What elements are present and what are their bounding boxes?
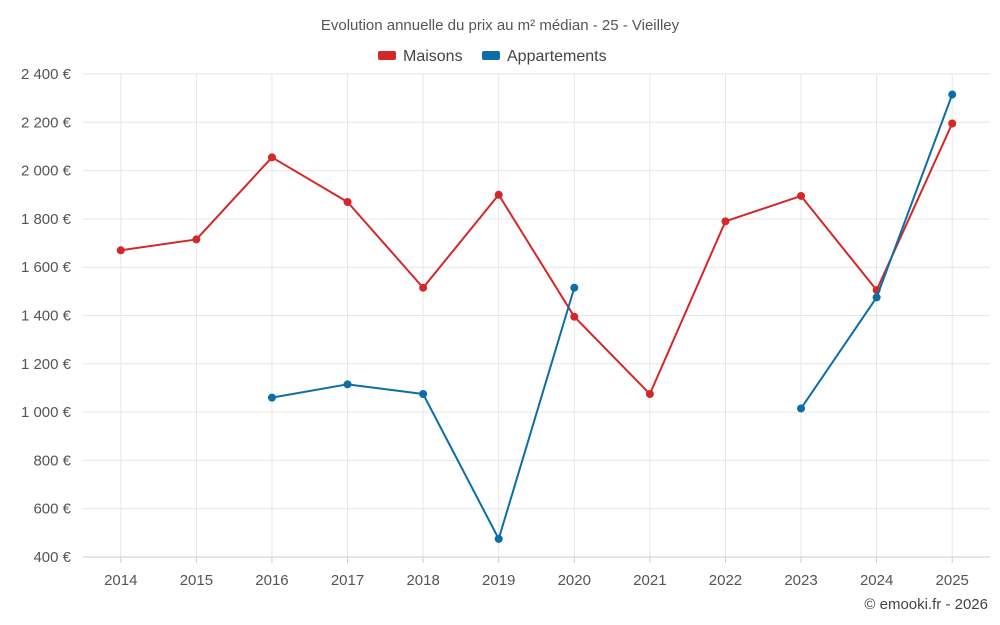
x-tick-label: 2023 (784, 572, 817, 589)
data-point-maisons[interactable] (570, 312, 579, 321)
data-point-maisons[interactable] (721, 217, 730, 226)
data-point-maisons[interactable] (494, 190, 503, 199)
chart-title: Evolution annuelle du prix au m² médian … (321, 17, 680, 34)
grid (83, 73, 990, 558)
data-point-maisons[interactable] (192, 235, 201, 244)
series-maisons (116, 119, 957, 398)
data-point-appartements[interactable] (494, 534, 503, 543)
x-tick-label: 2020 (558, 572, 591, 589)
x-tick-label: 2022 (709, 572, 742, 589)
x-tick-label: 2017 (331, 572, 364, 589)
x-tick-label: 2025 (936, 572, 969, 589)
y-tick-label: 1 200 € (21, 356, 72, 373)
x-tick-label: 2024 (860, 572, 893, 589)
y-tick-label: 2 000 € (21, 163, 72, 180)
data-point-maisons[interactable] (267, 153, 276, 162)
y-tick-label: 2 400 € (21, 66, 72, 83)
x-tick-label: 2021 (633, 572, 666, 589)
legend-item-appartements[interactable]: Appartements (482, 48, 607, 65)
series-appartements (267, 90, 957, 543)
data-point-maisons[interactable] (116, 246, 125, 255)
legend-swatch-maisons (378, 51, 396, 60)
x-tick-label: 2018 (406, 572, 439, 589)
data-point-appartements[interactable] (343, 380, 352, 389)
x-tick-label: 2015 (180, 572, 213, 589)
data-point-appartements[interactable] (267, 393, 276, 402)
data-point-appartements[interactable] (797, 404, 806, 413)
x-tick-label: 2014 (104, 572, 137, 589)
x-tick-label: 2019 (482, 572, 515, 589)
y-tick-label: 2 200 € (21, 114, 72, 131)
legend-label-maisons: Maisons (403, 48, 463, 65)
data-point-maisons[interactable] (645, 389, 654, 398)
data-point-maisons[interactable] (797, 191, 806, 200)
y-axis: 400 € 600 € 800 € 1 000 € 1 200 € 1 400 € 1 60… (21, 66, 72, 566)
credit-text: © emooki.fr - 2026 (864, 596, 988, 613)
y-tick-label: 400 € (33, 549, 71, 566)
data-point-maisons[interactable] (343, 197, 352, 206)
y-tick-label: 1 400 € (21, 308, 72, 325)
data-point-appartements[interactable] (419, 389, 428, 398)
data-point-appartements[interactable] (570, 283, 579, 292)
y-tick-label: 1 600 € (21, 259, 72, 276)
series (116, 90, 957, 543)
legend-label-appartements: Appartements (507, 48, 607, 65)
data-point-maisons[interactable] (419, 283, 428, 292)
x-tick-label: 2016 (255, 572, 288, 589)
y-tick-label: 1 000 € (21, 404, 72, 421)
legend-swatch-appartements (482, 51, 500, 60)
series-line-maisons (120, 123, 954, 395)
y-tick-label: 1 800 € (21, 211, 72, 228)
data-point-appartements[interactable] (948, 90, 957, 99)
y-tick-label: 600 € (33, 501, 71, 518)
data-point-maisons[interactable] (948, 119, 957, 128)
legend-item-maisons[interactable]: Maisons (378, 48, 463, 65)
legend: Maisons Appartements (378, 48, 607, 65)
x-axis: 2014 2015 2016 2017 2018 2019 2020 2021 2022 2023… (104, 557, 969, 589)
y-tick-label: 800 € (33, 452, 71, 469)
data-point-appartements[interactable] (872, 293, 881, 302)
